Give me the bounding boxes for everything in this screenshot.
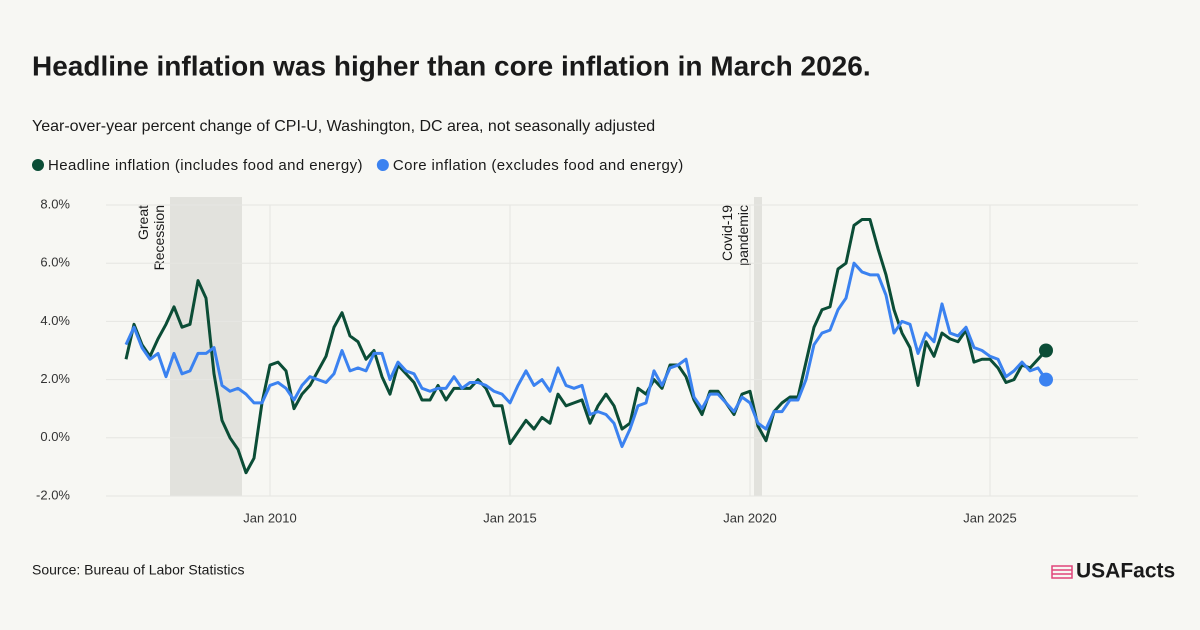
- shaded-label-line: Recession: [151, 205, 167, 270]
- y-tick-label: 4.0%: [40, 313, 70, 328]
- y-tick-label: 6.0%: [40, 255, 70, 270]
- shaded-label: GreatRecession: [135, 205, 167, 270]
- series-line: [124, 261, 1048, 449]
- brand-name: USAFacts: [1076, 560, 1175, 583]
- x-tick-label: Jan 2020: [723, 510, 777, 525]
- source: Source: Bureau of Labor Statistics: [32, 562, 244, 578]
- legend-label: Core inflation (excludes food and energy…: [393, 157, 684, 174]
- chart-subtitle: Year-over-year percent change of CPI-U, …: [32, 118, 655, 135]
- x-tick-label: Jan 2010: [243, 510, 297, 525]
- legend-label: Headline inflation (includes food and en…: [48, 157, 363, 174]
- chart-title: Headline inflation was higher than core …: [32, 50, 871, 81]
- brand-logo: USAFacts: [1051, 560, 1175, 583]
- shaded-label-line: Great: [135, 205, 151, 240]
- y-tick-label: 0.0%: [40, 429, 70, 444]
- shaded-label-line: Covid-19: [719, 205, 735, 261]
- shaded-label: Covid-19pandemic: [719, 205, 751, 266]
- y-tick-label: 2.0%: [40, 371, 70, 386]
- flag-icon: [1051, 565, 1073, 579]
- end-point: [1039, 372, 1053, 387]
- shaded-period: [170, 197, 242, 496]
- x-tick-label: Jan 2025: [963, 510, 1017, 525]
- y-tick-label: -2.0%: [36, 487, 70, 502]
- shaded-label-line: pandemic: [735, 205, 751, 266]
- y-tick-label: 8.0%: [40, 196, 70, 211]
- legend-swatch: [376, 159, 389, 171]
- legend-swatch: [32, 159, 44, 171]
- series-line: [124, 218, 1048, 475]
- x-tick-label: Jan 2015: [483, 510, 537, 525]
- shaded-period: [754, 197, 762, 496]
- end-point: [1039, 343, 1053, 358]
